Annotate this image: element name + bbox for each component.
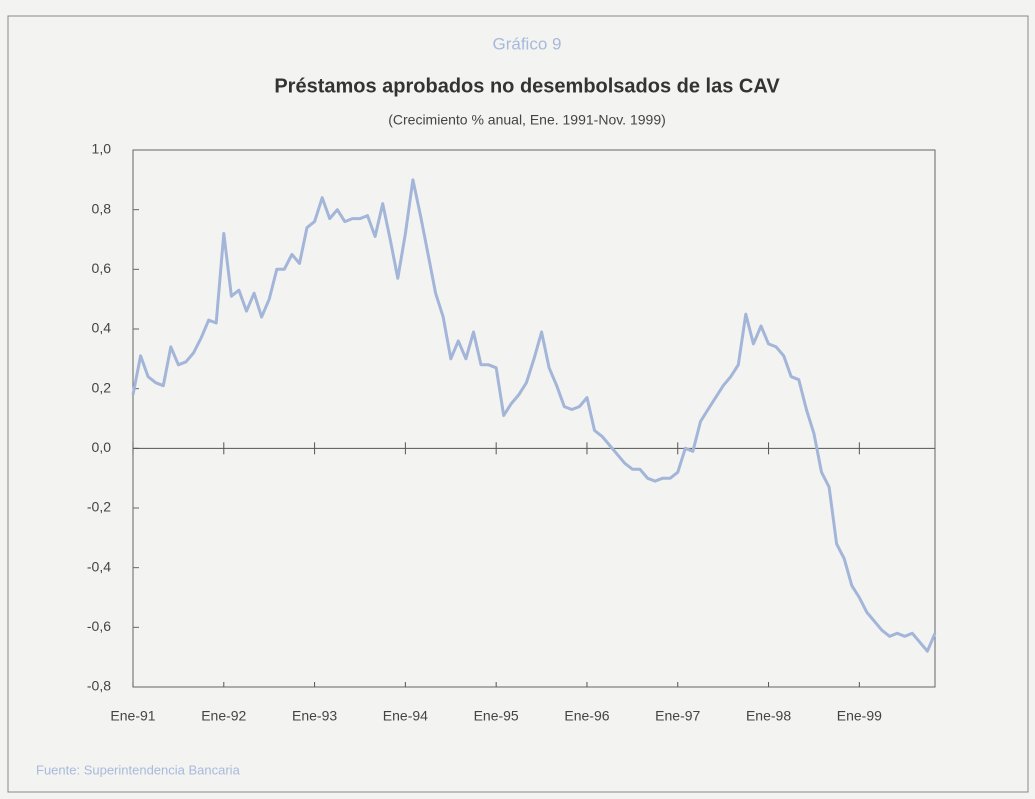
y-tick-label: -0,4	[87, 558, 111, 574]
x-tick-label: Ene-99	[837, 708, 882, 724]
chart-subtitle: (Crecimiento % anual, Ene. 1991-Nov. 199…	[388, 112, 666, 128]
y-tick-label: 0,6	[92, 260, 112, 276]
y-tick-label: -0,6	[87, 618, 111, 634]
x-tick-label: Ene-94	[383, 708, 428, 724]
x-tick-label: Ene-92	[201, 708, 246, 724]
y-tick-label: -0,8	[87, 678, 111, 694]
y-tick-label: 0,4	[92, 320, 112, 336]
x-tick-label: Ene-98	[746, 708, 791, 724]
y-tick-label: 0,8	[92, 200, 112, 216]
x-tick-label: Ene-93	[292, 708, 337, 724]
y-tick-label: 0,2	[92, 379, 112, 395]
x-tick-label: Ene-96	[564, 708, 609, 724]
chart-kicker: Gráfico 9	[493, 34, 562, 53]
source: Fuente: Superintendencia Bancaria	[36, 762, 241, 777]
y-tick-label: 1,0	[92, 141, 112, 157]
line-series	[131, 178, 937, 653]
x-tick-label: Ene-95	[474, 708, 519, 724]
chart-title: Préstamos aprobados no desembolsados de …	[274, 75, 780, 97]
plot-frame	[132, 149, 936, 688]
x-tick-label: Ene-91	[110, 708, 155, 724]
frame	[7, 15, 1029, 793]
x-tick-label: Ene-97	[655, 708, 700, 724]
y-tick-label: 0,0	[92, 439, 112, 455]
y-tick-label: -0,2	[87, 499, 111, 515]
